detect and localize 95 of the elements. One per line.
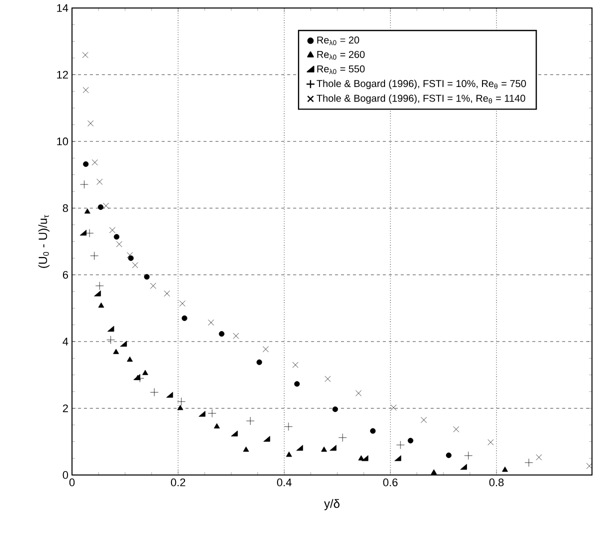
point: [114, 234, 120, 240]
y-tick-label: 2: [62, 404, 68, 412]
point: [230, 430, 238, 436]
point: [142, 370, 148, 376]
point: [96, 178, 103, 185]
point: [177, 404, 184, 410]
point: [420, 416, 427, 423]
point: [113, 348, 120, 354]
point: [396, 440, 405, 450]
point: [208, 409, 216, 418]
point: [94, 290, 101, 296]
point: [83, 161, 89, 167]
point: [150, 282, 156, 289]
point: [460, 464, 467, 470]
legend-label: Thole & Bogard (1996), FSTI = 10%, Re$_{θ}$ = 750: [316, 80, 526, 90]
point: [370, 428, 376, 434]
y-tick-label: 8: [62, 204, 68, 212]
point: [90, 252, 98, 260]
point: [208, 320, 214, 326]
legend-label: Re$_{λ0}$ = 260: [317, 50, 365, 60]
point: [98, 302, 104, 308]
point: [243, 446, 250, 452]
point: [132, 262, 138, 268]
x-tick-label: 0.6: [383, 478, 398, 486]
point: [120, 340, 127, 347]
point: [88, 120, 94, 126]
y-axis-title: (U$_{0}$ - U)/u$_{τ}$: [38, 214, 50, 268]
point: [358, 455, 364, 460]
legend-label: Re$_{λ0}$ = 550: [317, 65, 365, 74]
point: [82, 52, 88, 58]
point: [126, 356, 133, 362]
point: [95, 282, 104, 290]
point: [102, 202, 109, 209]
point: [524, 458, 534, 467]
point: [144, 274, 150, 280]
point: [502, 466, 508, 472]
point: [80, 180, 88, 189]
point: [338, 433, 347, 442]
y-tick-label: 4: [62, 338, 68, 346]
x-tick-label: 0.4: [277, 478, 292, 486]
point: [256, 359, 262, 366]
point: [246, 416, 254, 426]
y-tick-label: 6: [62, 270, 68, 279]
y-tick-label: 14: [57, 4, 68, 12]
point: [330, 444, 336, 451]
point: [116, 241, 122, 248]
point: [177, 397, 186, 406]
point: [198, 410, 206, 417]
x-tick-label: 0.2: [170, 478, 186, 486]
legend-label: Re$_{λ0}$ = 20: [317, 36, 360, 46]
point: [164, 290, 170, 297]
point: [362, 455, 368, 462]
point: [218, 331, 224, 337]
point: [332, 406, 338, 412]
point: [84, 208, 90, 214]
point: [284, 422, 293, 431]
point: [356, 390, 362, 396]
point: [453, 426, 460, 432]
point: [394, 455, 402, 462]
x-tick-label: 0: [69, 478, 75, 486]
point: [126, 252, 133, 258]
point: [262, 346, 269, 352]
point: [321, 446, 328, 452]
point: [324, 376, 331, 382]
point: [488, 439, 494, 446]
legend-label: Thole & Bogard (1996), FSTI = 1%, Re$_{θ}$ = 1140: [316, 94, 526, 104]
point: [446, 452, 452, 458]
point: [214, 423, 220, 428]
point: [92, 159, 98, 166]
point: [98, 204, 104, 210]
x-axis-title: y/δ: [324, 499, 340, 510]
x-tick-label: 0.8: [489, 478, 504, 486]
point: [294, 381, 300, 387]
point: [408, 438, 414, 444]
point: [586, 462, 592, 469]
point: [179, 300, 186, 307]
point: [536, 454, 542, 460]
point: [80, 230, 87, 236]
y-tick-label: 0: [62, 471, 68, 479]
point: [390, 404, 397, 411]
point: [166, 392, 174, 398]
point: [85, 228, 94, 238]
point: [296, 444, 304, 451]
point: [292, 362, 298, 368]
point: [106, 336, 115, 344]
point: [464, 451, 473, 460]
y-tick-label: 12: [57, 70, 68, 79]
point: [82, 87, 89, 94]
point: [109, 227, 116, 234]
point: [286, 452, 292, 457]
point: [107, 326, 114, 332]
point: [263, 436, 270, 442]
y-tick-label: 10: [57, 138, 68, 146]
point: [182, 315, 188, 321]
point: [232, 332, 239, 339]
